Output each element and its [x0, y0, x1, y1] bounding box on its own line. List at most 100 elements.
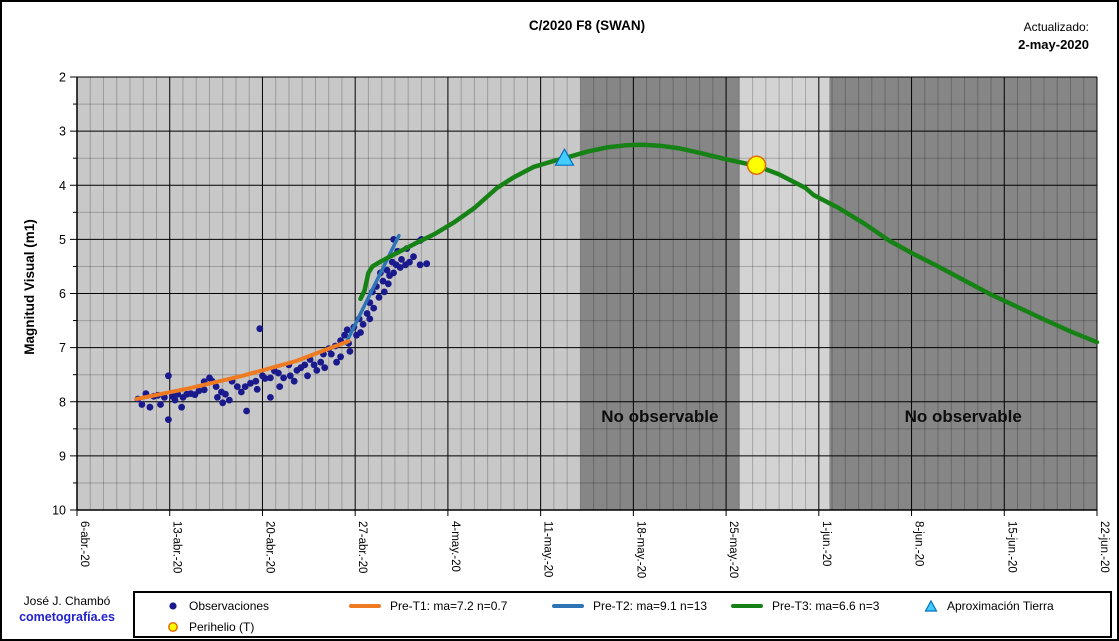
chart-title: C/2020 F8 (SWAN): [528, 18, 646, 33]
observation-point: [366, 315, 374, 323]
observation-point: [406, 258, 413, 266]
observation-point: [304, 372, 311, 380]
observation-point: [337, 353, 344, 361]
legend-item-0-0: Observaciones: [166, 598, 269, 614]
observation-point: [379, 277, 387, 285]
x-tick-label: 27-abr.-20: [356, 521, 368, 573]
author-name: José J. Chambó: [23, 594, 111, 608]
observation-point: [157, 401, 164, 408]
observation-point: [357, 329, 364, 336]
observation-point: [359, 321, 367, 328]
y-tick-label: 7: [59, 341, 66, 355]
observation-point: [241, 383, 249, 390]
observation-point: [390, 269, 397, 277]
observation-point: [233, 383, 241, 390]
legend: Observaciones Pre-T1: ma=7.2 n=0.7 Pre-T2:…: [133, 591, 1112, 638]
observation-point: [313, 367, 321, 374]
x-tick-label: 20-abr.-20: [263, 521, 275, 573]
y-tick-label: 2: [59, 71, 66, 85]
observation-point: [178, 403, 186, 411]
legend-marker-triangle: [924, 599, 938, 612]
legend-marker-circle: [168, 622, 178, 632]
legend-item-0-3: Pre-T3: ma=6.6 n=3: [731, 598, 879, 614]
observation-point: [286, 372, 294, 380]
observation-point: [165, 372, 172, 380]
no-observable-label: No observable: [601, 407, 718, 426]
x-tick-label: 6-abr.-20: [78, 521, 90, 567]
updated-label: Actualizado:: [1023, 20, 1089, 34]
observation-point: [253, 385, 261, 393]
observation-point: [267, 374, 274, 382]
observation-point: [363, 310, 371, 317]
legend-item-0-2: Pre-T2: ma=9.1 n=13: [552, 598, 707, 614]
observation-point: [225, 396, 233, 404]
y-axis-title: Magnitud Visual (m1): [22, 219, 37, 355]
observation-point: [276, 383, 284, 390]
observation-point: [380, 288, 388, 296]
x-tick-label: 25-may.-20: [727, 521, 739, 578]
observation-point: [256, 325, 264, 333]
x-tick-label: 4-may.-20: [449, 521, 461, 572]
observation-point: [317, 358, 325, 366]
observation-point: [375, 293, 383, 301]
observation-point: [261, 375, 269, 382]
observation-point: [346, 348, 354, 355]
legend-marker-line: [349, 604, 381, 608]
y-tick-label: 4: [59, 179, 66, 193]
legend-marker-dot: [169, 602, 177, 610]
legend-label: Aproximación Tierra: [947, 599, 1054, 613]
observation-point: [280, 374, 287, 382]
observation-point: [195, 387, 203, 395]
legend-item-0-1: Pre-T1: ma=7.2 n=0.7: [349, 598, 507, 614]
observation-point: [301, 361, 309, 369]
observation-point: [237, 388, 245, 396]
y-tick-label: 8: [59, 395, 66, 409]
no-observable-label: No observable: [905, 407, 1022, 426]
observation-point: [243, 407, 251, 415]
observation-point: [327, 350, 335, 358]
observation-point: [252, 377, 260, 385]
observation-point: [410, 253, 417, 261]
observation-point: [200, 386, 208, 394]
updated-date: 2-may-2020: [1018, 37, 1089, 52]
legend-item-1-0: Perihelio (T): [166, 619, 254, 635]
observation-point: [222, 390, 229, 398]
observation-point: [416, 261, 424, 269]
observation-point: [384, 280, 392, 288]
observation-point: [171, 396, 179, 404]
x-tick-label: 11-may.-20: [542, 521, 554, 577]
observation-point: [423, 260, 431, 268]
x-tick-label: 15-jun.-20: [1005, 521, 1017, 573]
observation-point: [219, 399, 227, 407]
observation-point: [321, 364, 329, 372]
site-link[interactable]: cometografía.es: [19, 610, 115, 624]
observation-point: [396, 264, 404, 271]
observation-point: [138, 401, 146, 408]
observation-point: [333, 358, 340, 366]
series-line-2: [134, 339, 351, 401]
y-tick-label: 5: [59, 233, 66, 247]
observation-point: [343, 326, 351, 334]
observation-point: [247, 379, 254, 387]
x-tick-label: 13-abr.-20: [171, 521, 183, 573]
x-tick-label: 8-jun.-20: [913, 521, 925, 566]
observation-point: [267, 394, 274, 401]
legend-marker-line: [731, 604, 763, 608]
observation-point: [341, 331, 348, 339]
legend-item-0-4: Aproximación Tierra: [924, 598, 1054, 614]
observation-point: [212, 383, 220, 390]
x-tick-label: 18-may.-20: [634, 521, 646, 578]
observation-point: [383, 266, 391, 274]
legend-label: Pre-T1: ma=7.2 n=0.7: [390, 599, 508, 613]
perihelio-marker: [746, 155, 767, 175]
legend-marker-line: [552, 604, 584, 608]
observation-point: [214, 394, 221, 401]
series-line-1: [344, 233, 401, 346]
observation-point: [146, 403, 154, 411]
x-tick-label: 22-jun.-20: [1098, 521, 1110, 573]
updated-block: Actualizado: 2-may-2020: [1018, 20, 1089, 52]
y-tick-label: 6: [59, 287, 66, 301]
y-tick-label: 9: [59, 449, 66, 463]
